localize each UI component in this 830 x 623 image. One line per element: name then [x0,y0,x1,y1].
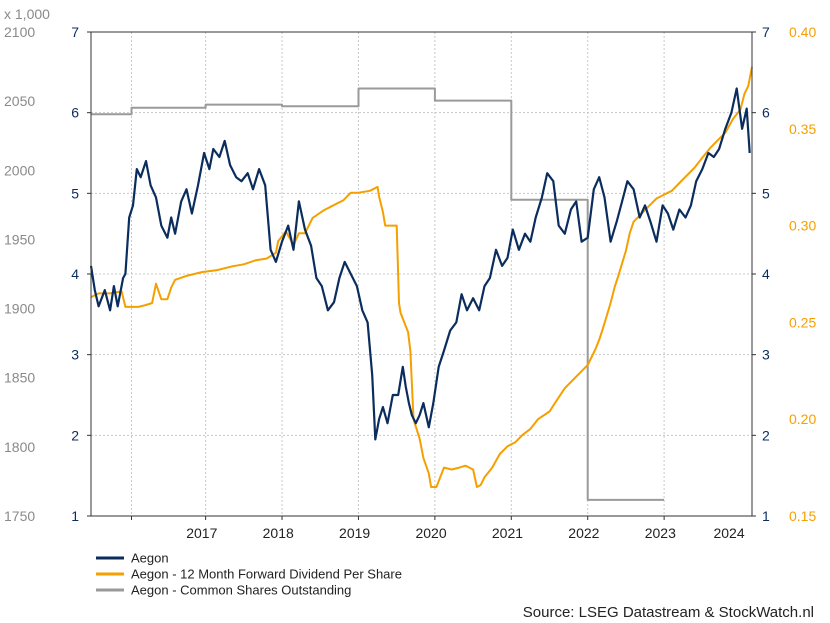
x-axis-tick-label: 2021 [492,525,523,541]
x-axis-tick-label: 2019 [339,525,370,541]
x-axis-tick-label: 2018 [263,525,294,541]
right-axis-tick-label: 0.15 [789,508,816,524]
series-line-shares [91,87,665,501]
left-axis-tick-label: 1800 [4,439,35,455]
inner-right-axis-tick-label: 1 [762,508,770,524]
legend-label-dividend: Aegon - 12 Month Forward Dividend Per Sh… [131,567,402,582]
series-line-aegon [89,87,751,441]
inner-right-axis-tick-label: 6 [762,105,770,121]
left-axis-tick-label: 1750 [4,508,35,524]
series-layer [89,66,753,501]
x-axis-tick-label: 2020 [415,525,446,541]
left-axis-tick-label: 2050 [4,93,35,109]
left-axis-tick-label: 1950 [4,231,35,247]
axis-layer: 1750 1800 1850 1900 1950 2000 2050 2100 1 2 3 4 5 6 7 1… [4,24,816,541]
x-axis-tick-label: 2023 [645,525,676,541]
inner-left-axis-tick-label: 5 [71,185,79,201]
inner-left-axis-tick-label: 2 [71,427,79,443]
inner-left-axis-tick-label: 6 [71,105,79,121]
inner-right-axis-tick-label: 5 [762,185,770,201]
axis-multiplier-label: x 1,000 [4,6,50,22]
inner-left-axis-tick-label: 3 [71,347,79,363]
source-note: Source: LSEG Datastream & StockWatch.nl [523,604,814,621]
legend-label-aegon: Aegon [131,551,169,566]
right-axis-tick-label: 0.25 [789,314,816,330]
x-axis-tick-label: 2024 [713,525,744,541]
left-axis-tick-label: 2000 [4,162,35,178]
inner-right-axis-tick-label: 7 [762,24,770,40]
x-axis-tick-label: 2022 [568,525,599,541]
right-axis-tick-label: 0.40 [789,24,816,40]
right-axis-tick-label: 0.30 [789,218,816,234]
legend-label-shares: Aegon - Common Shares Outstanding [131,583,351,598]
x-axis-tick-label: 2017 [186,525,217,541]
left-axis-tick-label: 1850 [4,370,35,386]
inner-right-axis-tick-label: 4 [762,266,770,282]
left-axis-tick-label: 1900 [4,301,35,317]
left-axis-tick-label: 2100 [4,24,35,40]
right-axis-tick-label: 0.35 [789,121,816,137]
inner-right-axis-tick-label: 2 [762,427,770,443]
inner-left-axis-tick-label: 1 [71,508,79,524]
right-axis-tick-label: 0.20 [789,411,816,427]
inner-left-axis-tick-label: 4 [71,266,79,282]
inner-left-axis-tick-label: 7 [71,24,79,40]
series-line-dividend [90,66,753,488]
inner-right-axis-tick-label: 3 [762,347,770,363]
